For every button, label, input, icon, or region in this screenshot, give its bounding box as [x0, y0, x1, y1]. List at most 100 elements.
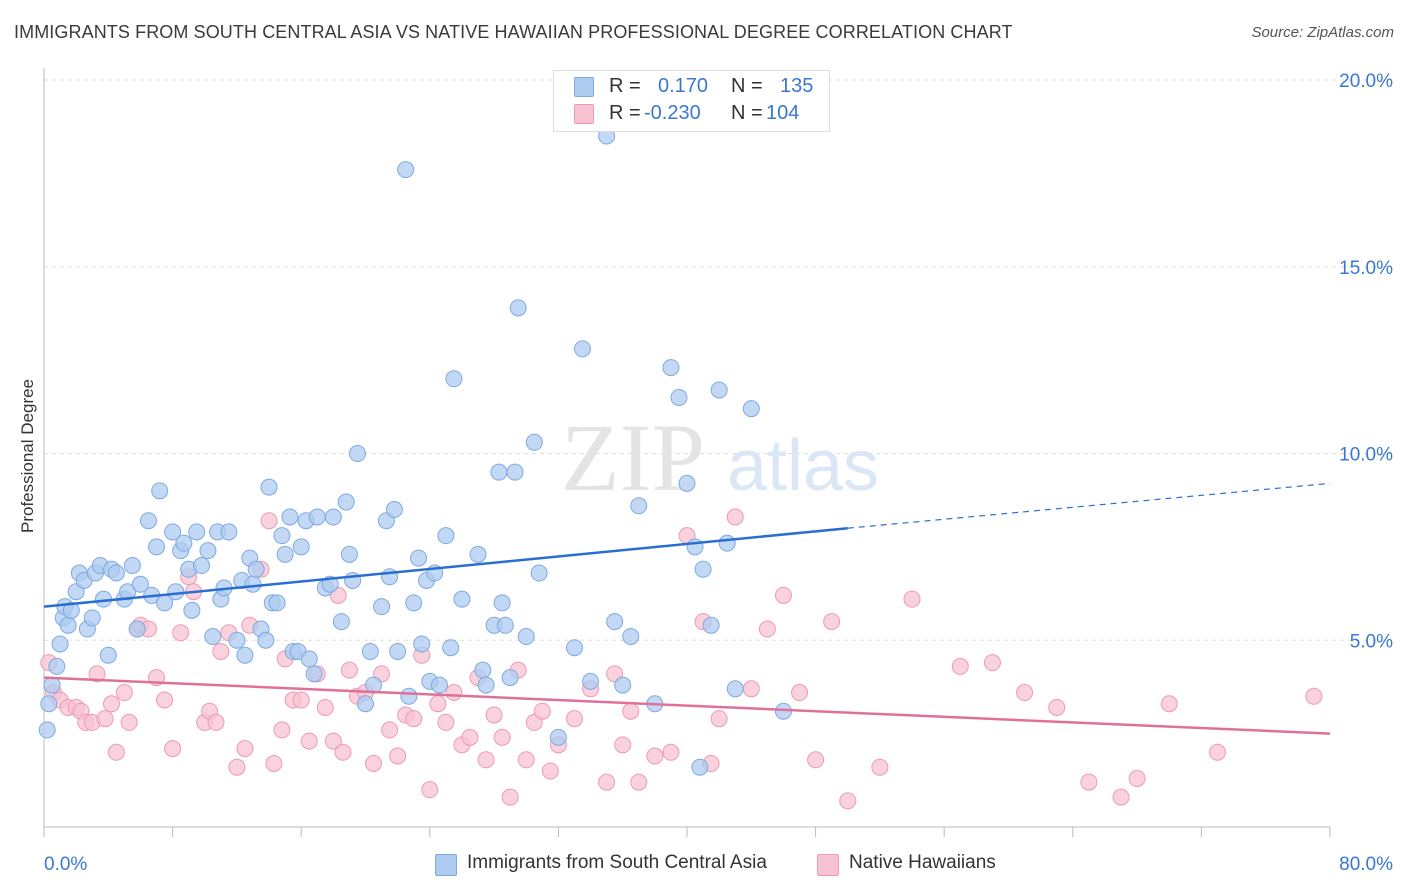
- data-point-native-hawaiian: [823, 613, 841, 631]
- data-point-south-central-asia: [453, 590, 471, 608]
- data-point-native-hawaiian: [316, 698, 334, 716]
- data-point-south-central-asia: [59, 616, 77, 634]
- legend-n-value-blue: 135: [780, 75, 814, 97]
- data-point-native-hawaiian: [96, 710, 114, 728]
- data-point-south-central-asia: [662, 359, 680, 377]
- data-point-south-central-asia: [718, 534, 736, 552]
- data-point-south-central-asia: [477, 676, 495, 694]
- data-point-south-central-asia: [506, 463, 524, 481]
- data-point-native-hawaiian: [493, 728, 511, 746]
- bottom-legend-swatch-blue: [435, 854, 457, 876]
- data-point-south-central-asia: [517, 628, 535, 646]
- legend-n-label: N =: [731, 75, 763, 97]
- data-point-south-central-asia: [292, 538, 310, 556]
- data-point-south-central-asia: [606, 613, 624, 631]
- data-point-native-hawaiian: [421, 781, 439, 799]
- south-central-asia-points: [38, 127, 792, 776]
- trend-line-blue-extension: [847, 482, 1331, 529]
- x-tick-label: 80.0%: [1339, 854, 1393, 875]
- data-point-native-hawaiian: [903, 590, 921, 608]
- data-point-south-central-asia: [509, 299, 527, 317]
- trend-line-pink: [43, 676, 1331, 735]
- data-point-south-central-asia: [437, 527, 455, 545]
- data-point-native-hawaiian: [541, 762, 559, 780]
- data-point-native-hawaiian: [630, 773, 648, 791]
- data-point-native-hawaiian: [260, 512, 278, 530]
- source-label: Source: ZipAtlas.com: [1251, 24, 1394, 41]
- data-point-south-central-asia: [549, 728, 567, 746]
- data-point-native-hawaiian: [598, 773, 616, 791]
- watermark-zip: ZIP: [561, 404, 705, 511]
- data-point-native-hawaiian: [662, 743, 680, 761]
- data-point-south-central-asia: [493, 594, 511, 612]
- data-point-native-hawaiian: [103, 695, 121, 713]
- data-point-south-central-asia: [337, 493, 355, 511]
- data-point-south-central-asia: [83, 609, 101, 627]
- data-point-south-central-asia: [702, 616, 720, 634]
- data-point-native-hawaiian: [758, 620, 776, 638]
- y-tick-label: 10.0%: [1339, 445, 1393, 466]
- data-point-south-central-asia: [257, 631, 275, 649]
- data-point-native-hawaiian: [265, 755, 283, 773]
- data-point-south-central-asia: [62, 601, 80, 619]
- data-point-south-central-asia: [442, 639, 460, 657]
- data-point-native-hawaiian: [389, 747, 407, 765]
- y-tick-label: 20.0%: [1339, 71, 1393, 92]
- data-point-native-hawaiian: [381, 721, 399, 739]
- y-tick-label: 5.0%: [1350, 631, 1393, 652]
- data-point-south-central-asia: [474, 661, 492, 679]
- data-point-south-central-asia: [99, 646, 117, 664]
- data-point-native-hawaiian: [172, 624, 190, 642]
- data-point-native-hawaiian: [429, 695, 447, 713]
- data-point-south-central-asia: [204, 628, 222, 646]
- data-point-south-central-asia: [686, 538, 704, 556]
- trend-lines: [43, 482, 1331, 735]
- data-point-native-hawaiian: [839, 792, 857, 810]
- data-point-south-central-asia: [183, 601, 201, 619]
- data-point-native-hawaiian: [646, 747, 664, 765]
- data-point-south-central-asia: [131, 575, 149, 593]
- data-point-native-hawaiian: [565, 710, 583, 728]
- data-point-south-central-asia: [622, 628, 640, 646]
- data-point-native-hawaiian: [334, 743, 352, 761]
- data-point-south-central-asia: [410, 549, 428, 567]
- data-point-native-hawaiian: [461, 728, 479, 746]
- data-point-native-hawaiian: [273, 721, 291, 739]
- data-point-south-central-asia: [43, 676, 61, 694]
- data-point-south-central-asia: [630, 497, 648, 515]
- data-point-south-central-asia: [445, 370, 463, 388]
- data-point-native-hawaiian: [228, 758, 246, 776]
- data-point-south-central-asia: [385, 501, 403, 519]
- x-tick-label: 0.0%: [44, 854, 87, 875]
- data-point-south-central-asia: [361, 642, 379, 660]
- data-point-native-hawaiian: [437, 713, 455, 731]
- data-point-native-hawaiian: [1128, 769, 1146, 787]
- data-point-south-central-asia: [373, 598, 391, 616]
- watermark-atlas: atlas: [727, 426, 879, 506]
- data-point-native-hawaiian: [726, 508, 744, 526]
- data-point-south-central-asia: [691, 758, 709, 776]
- data-point-native-hawaiian: [1112, 788, 1130, 806]
- legend-swatch-blue: [574, 77, 594, 97]
- data-point-native-hawaiian: [1080, 773, 1098, 791]
- data-point-south-central-asia: [430, 676, 448, 694]
- data-point-south-central-asia: [574, 340, 592, 358]
- data-point-south-central-asia: [164, 523, 182, 541]
- data-point-south-central-asia: [726, 680, 744, 698]
- legend-n-value-pink: 104: [766, 102, 800, 124]
- data-point-native-hawaiian: [1208, 743, 1226, 761]
- data-point-south-central-asia: [340, 545, 358, 563]
- data-point-native-hawaiian: [477, 751, 495, 769]
- data-point-south-central-asia: [324, 508, 342, 526]
- y-tick-label: 15.0%: [1339, 258, 1393, 279]
- data-point-south-central-asia: [348, 445, 366, 462]
- data-point-south-central-asia: [244, 575, 262, 593]
- data-point-south-central-asia: [710, 381, 728, 399]
- data-point-native-hawaiian: [405, 710, 423, 728]
- data-point-south-central-asia: [107, 564, 125, 582]
- tick-labels: 5.0% 10.0% 15.0% 20.0% 0.0% 80.0%: [44, 71, 1393, 875]
- data-point-native-hawaiian: [115, 684, 133, 702]
- data-point-native-hawaiian: [485, 706, 503, 724]
- correlation-legend: R = 0.170 N = 135 R = -0.230 N = 104: [553, 70, 830, 132]
- data-point-native-hawaiian: [156, 691, 174, 709]
